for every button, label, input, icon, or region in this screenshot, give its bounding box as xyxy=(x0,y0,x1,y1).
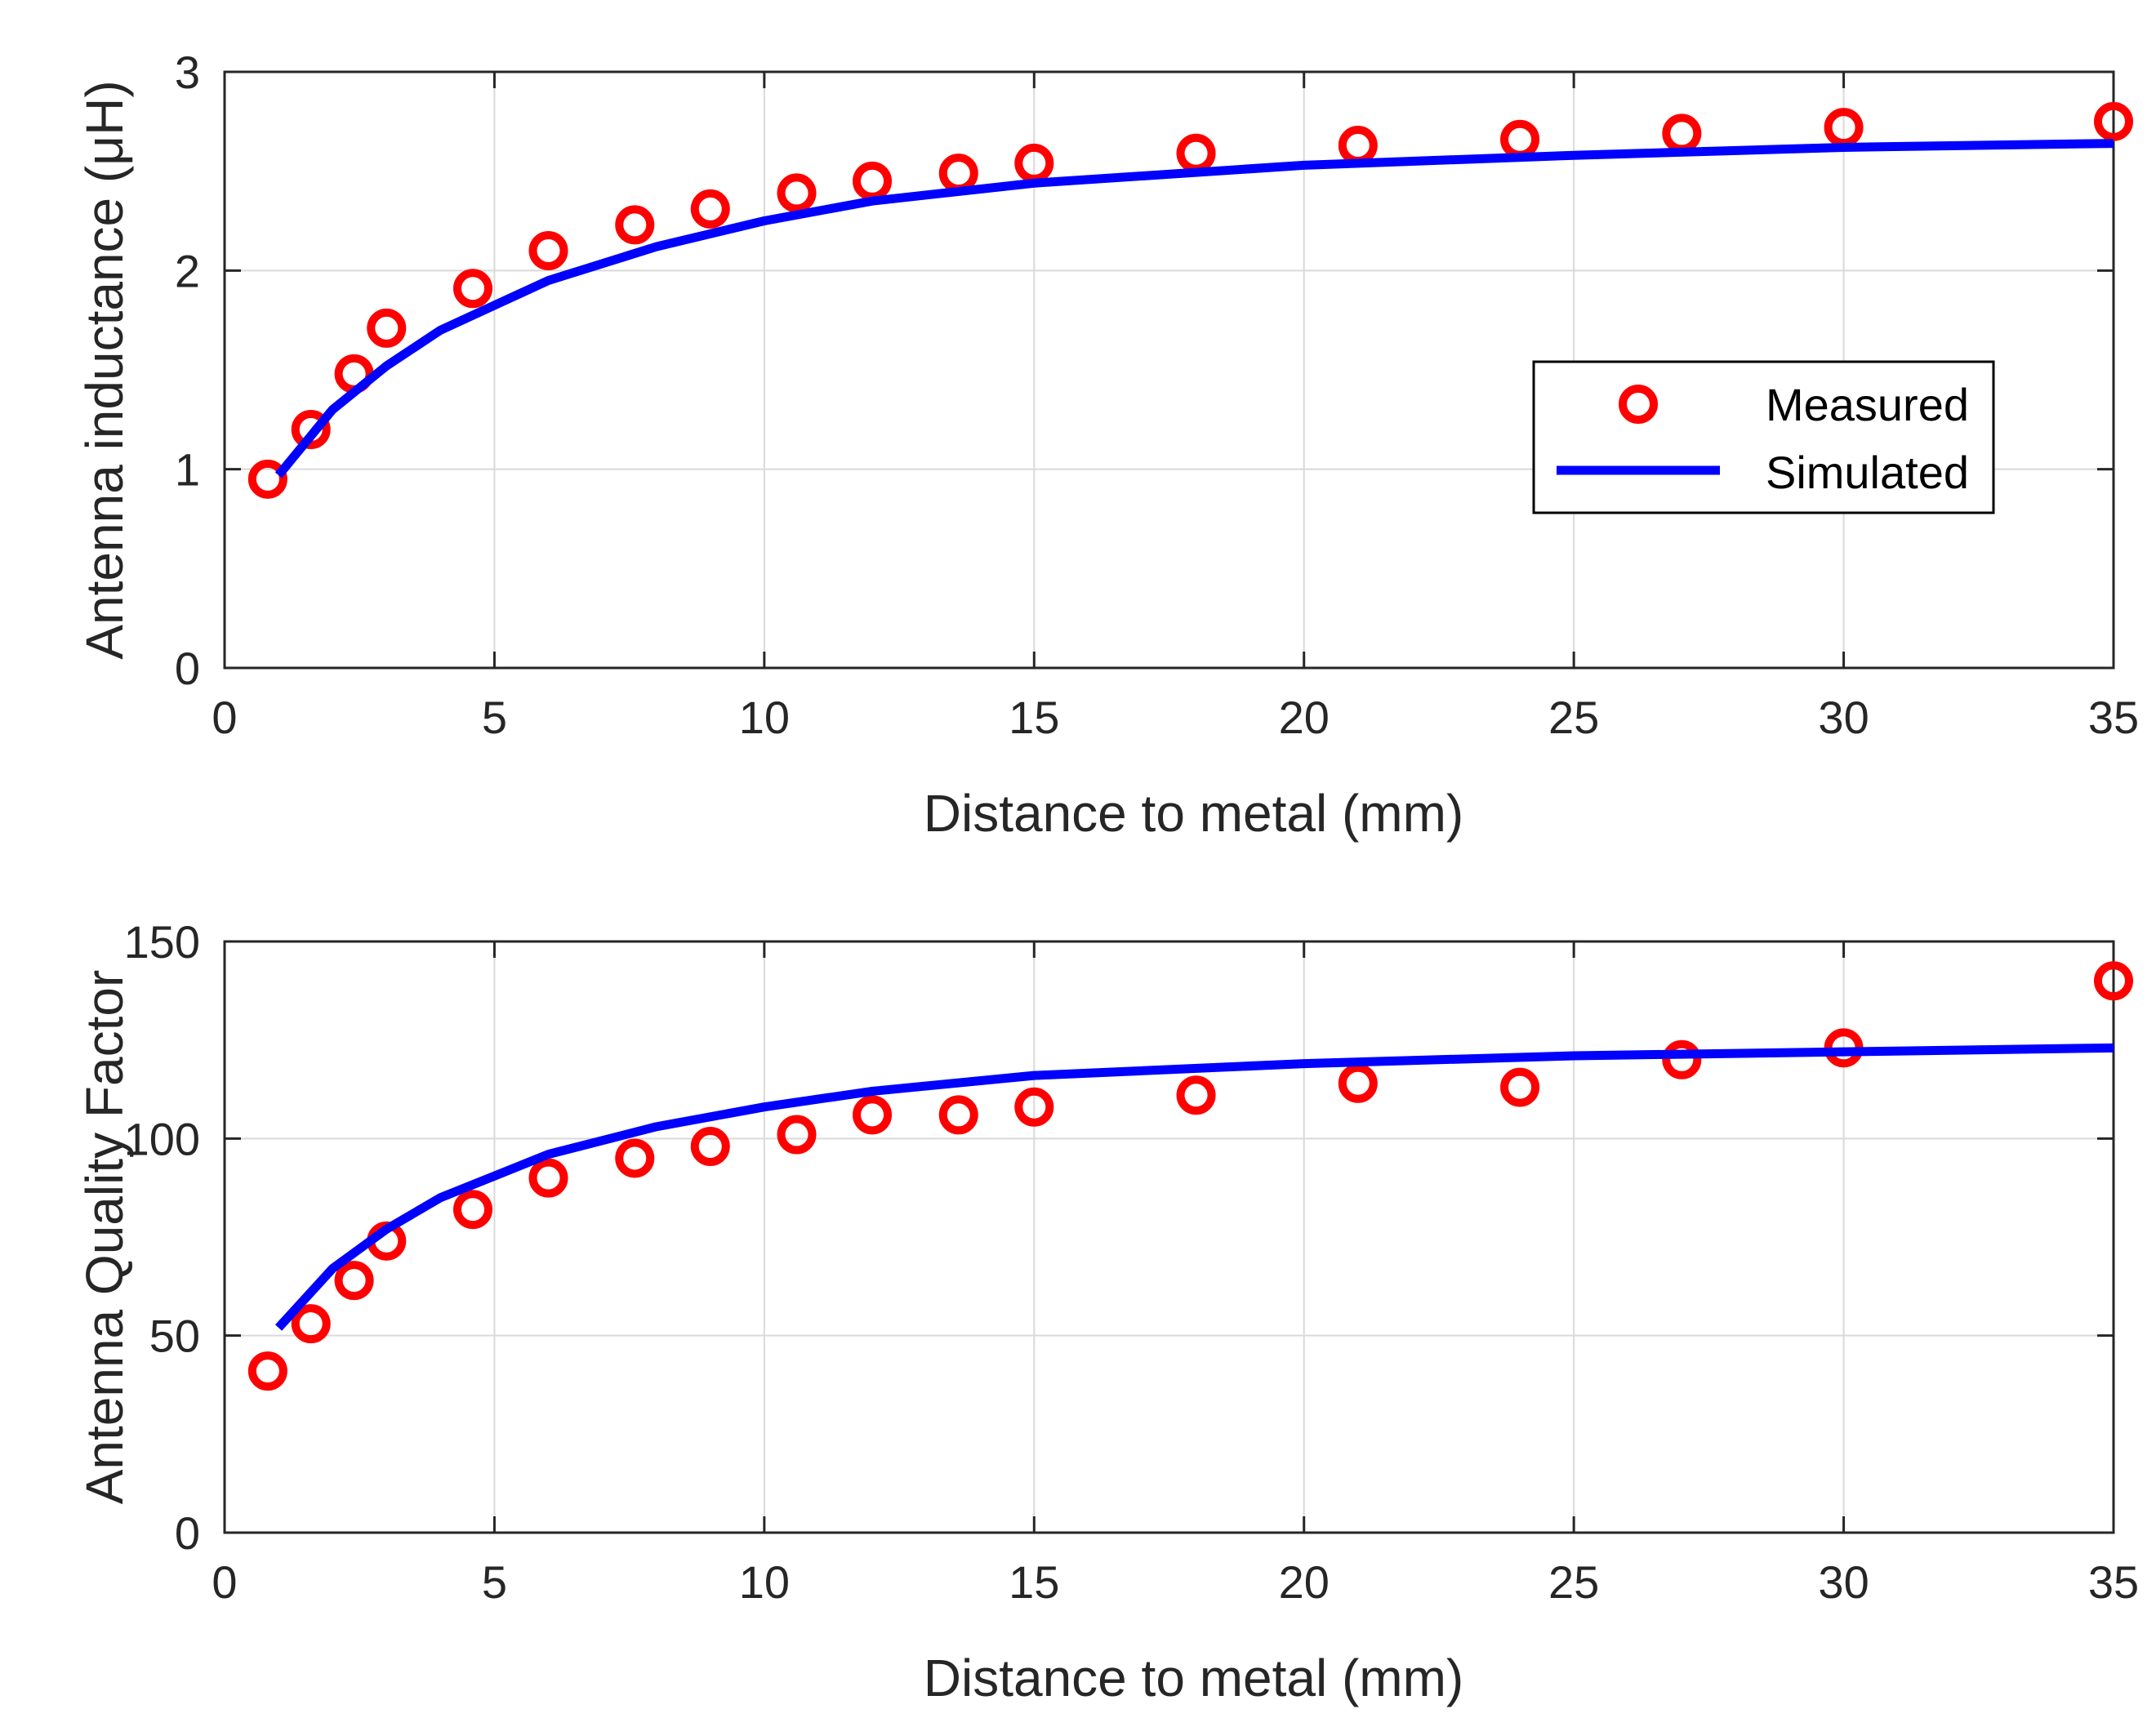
y-tick-label: 0 xyxy=(175,1507,200,1559)
x-tick-label: 30 xyxy=(1818,692,1869,743)
measured-point xyxy=(1500,1067,1540,1107)
measured-point xyxy=(247,1351,287,1391)
measured-point xyxy=(1176,1075,1216,1115)
y-tick-label: 2 xyxy=(175,245,200,296)
x-axis-label: Distance to metal (mm) xyxy=(924,784,1463,843)
measured-point xyxy=(291,1304,331,1344)
measured-point xyxy=(528,1158,568,1198)
x-tick-label: 15 xyxy=(1009,1556,1059,1608)
measured-point xyxy=(1338,1063,1378,1103)
measured-point xyxy=(615,205,655,245)
simulated-line xyxy=(275,1043,2114,1331)
legend-measured-marker xyxy=(1619,385,1658,424)
measured-point xyxy=(938,1095,978,1135)
measured-point xyxy=(334,1261,374,1301)
legend-label-measured: Measured xyxy=(1766,379,1969,430)
y-tick-label: 1 xyxy=(175,444,200,496)
x-tick-label: 10 xyxy=(739,1556,790,1608)
measured-point xyxy=(777,1115,817,1155)
measured-point xyxy=(452,269,492,309)
axis-box xyxy=(223,940,2115,1534)
y-tick-label: 50 xyxy=(149,1311,200,1362)
measured-point xyxy=(367,308,407,348)
x-tick-label: 35 xyxy=(2088,692,2139,743)
x-axis-label: Distance to metal (mm) xyxy=(924,1649,1463,1707)
measured-point xyxy=(777,173,817,213)
x-tick-label: 20 xyxy=(1279,692,1330,743)
legend-label-simulated: Simulated xyxy=(1766,447,1969,498)
y-tick-label: 3 xyxy=(175,47,200,98)
measured-point xyxy=(615,1138,655,1178)
chart-panel-1: 0 5 10 15 20 25 30 35 0 1 2 3 Distance to metal (mm)… xyxy=(75,47,2139,843)
legend: Measured Simulated xyxy=(1532,360,1995,514)
x-tick-label: 0 xyxy=(212,1556,237,1608)
x-tick-label: 25 xyxy=(1548,692,1599,743)
measured-point xyxy=(853,1095,893,1135)
x-tick-label: 35 xyxy=(2088,1556,2139,1608)
simulated-line xyxy=(274,139,2114,478)
x-tick-label: 30 xyxy=(1818,1556,1869,1608)
legend-box xyxy=(1532,360,1995,514)
x-tick-label: 5 xyxy=(482,1556,507,1608)
measured-point xyxy=(690,189,730,229)
x-tick-label: 5 xyxy=(482,692,507,743)
measured-point xyxy=(2094,101,2133,141)
y-axis-label: Antenna inductance (μH) xyxy=(75,80,134,659)
measured-point xyxy=(2094,961,2133,1001)
measured-point xyxy=(1014,1087,1054,1127)
x-tick-label: 10 xyxy=(739,692,790,743)
chart-panel-2: 0 5 10 15 20 25 30 35 0 50 100 150 Distance to metal… xyxy=(75,916,2139,1707)
y-axis-label: Antenna Quality Factor xyxy=(75,970,134,1505)
x-tick-label: 15 xyxy=(1009,692,1059,743)
measured-point xyxy=(1662,1039,1702,1079)
x-tick-label: 25 xyxy=(1548,1556,1599,1608)
measured-point xyxy=(452,1190,492,1230)
y-tick-label: 0 xyxy=(175,643,200,694)
measured-point xyxy=(528,231,568,270)
y-tick-label: 150 xyxy=(124,916,200,968)
measured-point xyxy=(247,459,287,499)
plot-area xyxy=(225,941,2114,1533)
x-tick-label: 20 xyxy=(1279,1556,1330,1608)
measured-point xyxy=(690,1126,730,1166)
y-tick-label: 100 xyxy=(124,1113,200,1164)
axis-box xyxy=(223,70,2115,670)
measured-point xyxy=(291,410,331,449)
x-tick-label: 0 xyxy=(212,692,237,743)
